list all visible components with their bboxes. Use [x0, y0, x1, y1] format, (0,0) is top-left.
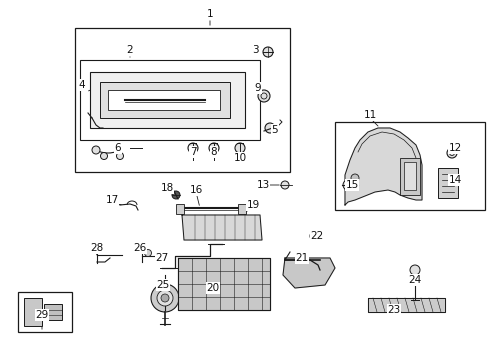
Text: 29: 29 [35, 310, 48, 320]
Circle shape [208, 143, 219, 153]
Bar [90, 72, 244, 128]
Circle shape [264, 123, 274, 133]
Bar [238, 204, 245, 214]
Text: 23: 23 [386, 305, 400, 315]
Text: 14: 14 [447, 175, 461, 185]
Text: 2: 2 [126, 45, 133, 55]
Circle shape [342, 180, 352, 190]
Text: 9: 9 [254, 83, 261, 93]
Text: 10: 10 [233, 153, 246, 163]
Text: 15: 15 [345, 180, 358, 190]
Text: 1: 1 [206, 9, 213, 19]
Polygon shape [367, 298, 444, 312]
Circle shape [263, 47, 272, 57]
Circle shape [116, 153, 123, 159]
Text: 8: 8 [210, 147, 217, 157]
Text: 19: 19 [246, 200, 259, 210]
Text: 7: 7 [189, 147, 196, 157]
Polygon shape [283, 258, 334, 288]
Text: 16: 16 [189, 185, 202, 195]
Circle shape [172, 191, 180, 199]
Text: 11: 11 [363, 110, 376, 120]
Text: 28: 28 [90, 243, 103, 253]
Bar [437, 168, 457, 198]
Text: 3: 3 [251, 45, 258, 55]
Circle shape [151, 284, 179, 312]
Circle shape [144, 249, 151, 256]
Text: 13: 13 [256, 180, 269, 190]
Bar [176, 204, 183, 214]
Circle shape [101, 153, 107, 159]
Text: 27: 27 [155, 253, 168, 263]
Text: 26: 26 [133, 243, 146, 253]
Bar [80, 60, 260, 140]
Circle shape [409, 265, 419, 275]
Circle shape [350, 174, 358, 182]
Text: 18: 18 [160, 183, 173, 193]
Text: 21: 21 [295, 253, 308, 263]
Circle shape [235, 143, 244, 153]
Circle shape [281, 181, 288, 189]
Circle shape [92, 146, 100, 154]
Bar [108, 90, 220, 110]
Circle shape [258, 90, 269, 102]
Circle shape [161, 294, 169, 302]
Bar [403, 162, 415, 190]
Text: 12: 12 [447, 143, 461, 153]
Polygon shape [178, 258, 269, 310]
Polygon shape [182, 215, 262, 240]
Text: 20: 20 [206, 283, 219, 293]
Bar [399, 158, 419, 195]
Text: 5: 5 [271, 125, 278, 135]
Bar [100, 82, 229, 118]
Polygon shape [345, 128, 421, 205]
Circle shape [309, 231, 319, 241]
Circle shape [187, 143, 198, 153]
Text: 25: 25 [156, 280, 169, 290]
Bar [75, 28, 289, 172]
Text: 4: 4 [79, 80, 85, 90]
Circle shape [446, 148, 456, 158]
Text: 6: 6 [115, 143, 121, 153]
Bar [18, 292, 72, 332]
Bar [334, 122, 484, 210]
Circle shape [157, 290, 173, 306]
Bar [24, 298, 42, 326]
Text: 24: 24 [407, 275, 421, 285]
Text: 17: 17 [105, 195, 119, 205]
Bar [44, 304, 62, 320]
Circle shape [312, 234, 317, 238]
Text: 22: 22 [310, 231, 323, 241]
